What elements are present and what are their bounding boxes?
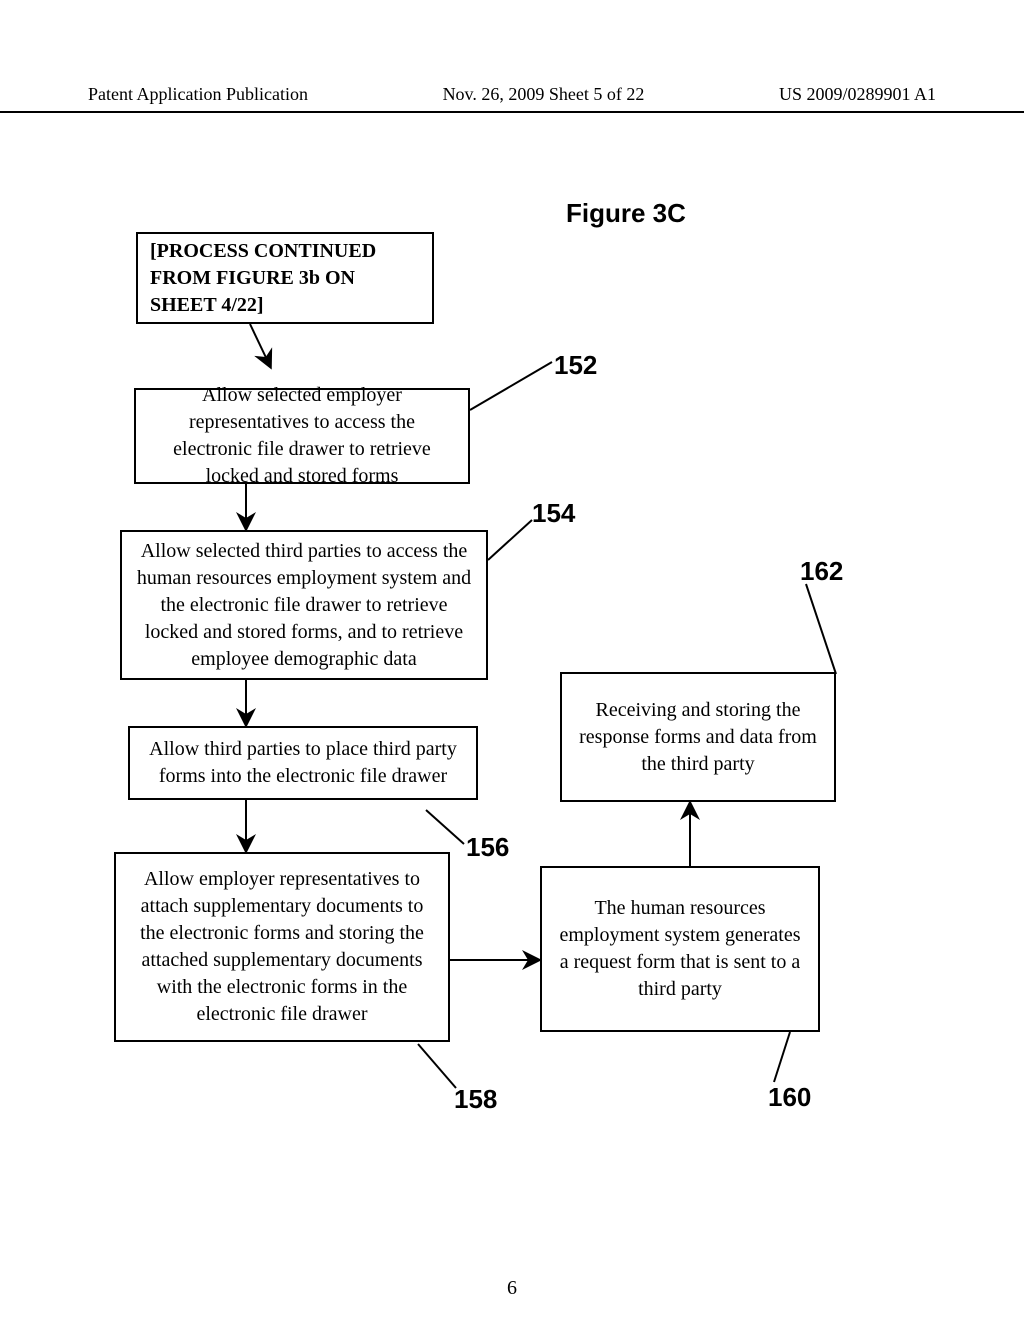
header-left: Patent Application Publication <box>88 84 308 105</box>
header-center: Nov. 26, 2009 Sheet 5 of 22 <box>443 84 645 105</box>
label-160: 160 <box>768 1082 811 1113</box>
page-number: 6 <box>0 1277 1024 1300</box>
leader-160 <box>774 1032 790 1082</box>
box-160: The human resources employment system ge… <box>540 866 820 1032</box>
box-156-text: Allow third parties to place third party… <box>142 736 464 790</box>
leader-156 <box>426 810 464 844</box>
box-start: [PROCESS CONTINUED FROM FIGURE 3b ON SHE… <box>136 232 434 324</box>
arrow-start-to-152 <box>250 324 270 366</box>
box-162: Receiving and storing the response forms… <box>560 672 836 802</box>
label-152: 152 <box>554 350 597 381</box>
label-156: 156 <box>466 832 509 863</box>
label-158: 158 <box>454 1084 497 1115</box>
box-start-text: [PROCESS CONTINUED FROM FIGURE 3b ON SHE… <box>150 238 420 319</box>
box-152: Allow selected employer representatives … <box>134 388 470 484</box>
box-162-text: Receiving and storing the response forms… <box>574 697 822 778</box>
leader-154 <box>488 520 532 560</box>
box-152-text: Allow selected employer representatives … <box>148 382 456 490</box>
leader-152 <box>470 362 552 410</box>
leader-158 <box>418 1044 456 1088</box>
box-158-text: Allow employer representatives to attach… <box>128 866 436 1028</box>
box-154: Allow selected third parties to access t… <box>120 530 488 680</box>
box-156: Allow third parties to place third party… <box>128 726 478 800</box>
page-header: Patent Application Publication Nov. 26, … <box>0 84 1024 113</box>
box-158: Allow employer representatives to attach… <box>114 852 450 1042</box>
box-154-text: Allow selected third parties to access t… <box>134 538 474 673</box>
label-154: 154 <box>532 498 575 529</box>
figure-title: Figure 3C <box>566 198 686 229</box>
box-160-text: The human resources employment system ge… <box>554 895 806 1003</box>
leader-162 <box>806 584 836 674</box>
header-right: US 2009/0289901 A1 <box>779 84 936 105</box>
label-162: 162 <box>800 556 843 587</box>
